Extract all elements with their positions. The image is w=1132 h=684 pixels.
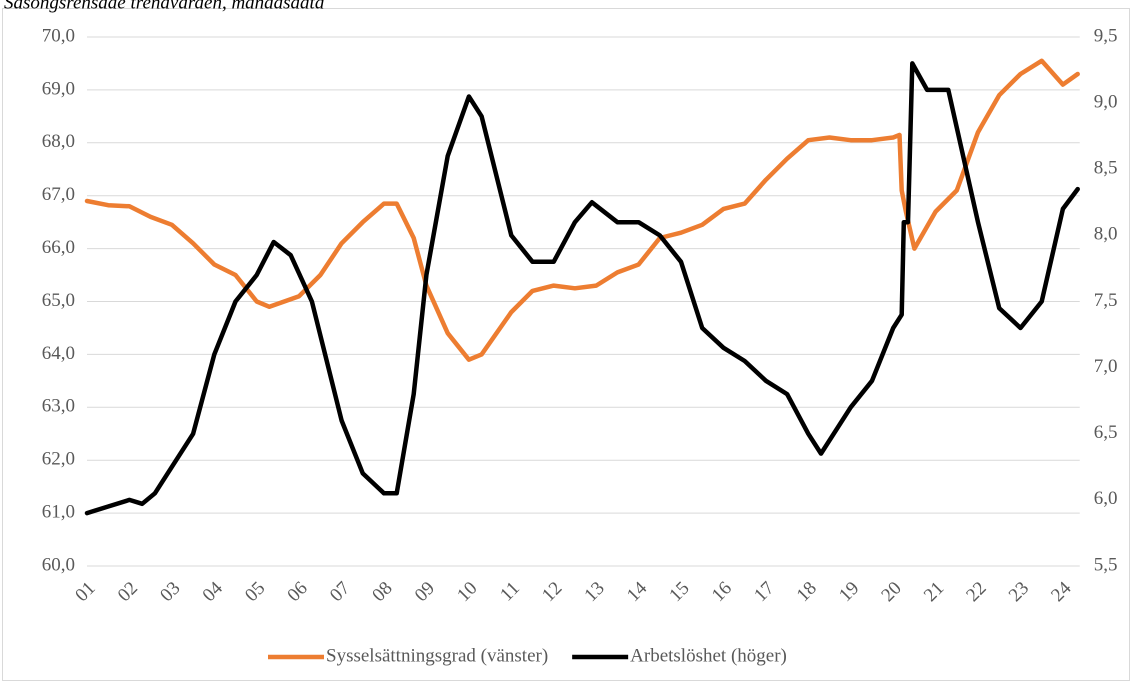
y2-tick-label: 9,0 [1094,91,1118,112]
x-tick-label: 03 [156,578,184,606]
x-tick-label: 17 [750,578,778,606]
y2-tick-label: 6,0 [1094,488,1118,509]
series-line [84,61,1080,516]
x-tick-label: 06 [283,578,311,606]
x-tick-label: 21 [920,578,948,606]
y2-tick-label: 7,5 [1094,290,1118,311]
x-tick-label: 08 [368,578,396,606]
x-tick-label: 05 [241,578,269,606]
y-tick-label: 68,0 [42,131,75,152]
y-tick-label: 64,0 [42,343,75,364]
x-tick-label: 19 [835,578,863,606]
x-tick-label: 13 [580,578,608,606]
x-tick-label: 12 [538,578,566,606]
y-tick-label: 65,0 [42,290,75,311]
chart-title: Säsongsrensade trendvärden, månadsdata [4,0,324,13]
x-tick-label: 18 [793,578,821,606]
x-tick-label: 10 [453,578,481,606]
x-tick-label: 24 [1047,577,1076,606]
x-tick-label: 15 [665,578,693,606]
y2-tick-label: 9,5 [1094,25,1118,46]
x-tick-label: 04 [199,577,228,606]
x-tick-label: 23 [1005,578,1033,606]
x-tick-label: 20 [878,578,906,606]
legend-label: Sysselsättningsgrad (vänster) [326,645,548,666]
y-tick-label: 63,0 [42,396,75,417]
x-tick-label: 14 [623,577,652,606]
x-tick-label: 02 [114,578,142,606]
y-tick-label: 62,0 [42,449,75,470]
x-tick-label: 11 [496,578,524,606]
y2-tick-label: 7,0 [1094,356,1118,377]
legend-label: Arbetslöshet (höger) [630,645,787,666]
chart-frame [2,8,1130,681]
x-tick-label: 07 [326,578,354,606]
y-tick-label: 61,0 [42,501,75,522]
y2-tick-label: 6,5 [1094,422,1118,443]
y-tick-label: 67,0 [42,184,75,205]
y-tick-label: 69,0 [42,78,75,99]
y-tick-label: 60,0 [42,554,75,575]
series-line [84,58,1080,362]
x-tick-label: 09 [411,578,439,606]
x-tick-label: 16 [708,578,736,606]
y2-tick-label: 8,5 [1094,158,1118,179]
y-tick-label: 70,0 [42,25,75,46]
y-tick-label: 66,0 [42,237,75,258]
y2-tick-label: 8,0 [1094,224,1118,245]
x-tick-label: 22 [962,578,990,606]
x-tick-label: 01 [71,578,99,606]
y2-tick-label: 5,5 [1094,554,1118,575]
